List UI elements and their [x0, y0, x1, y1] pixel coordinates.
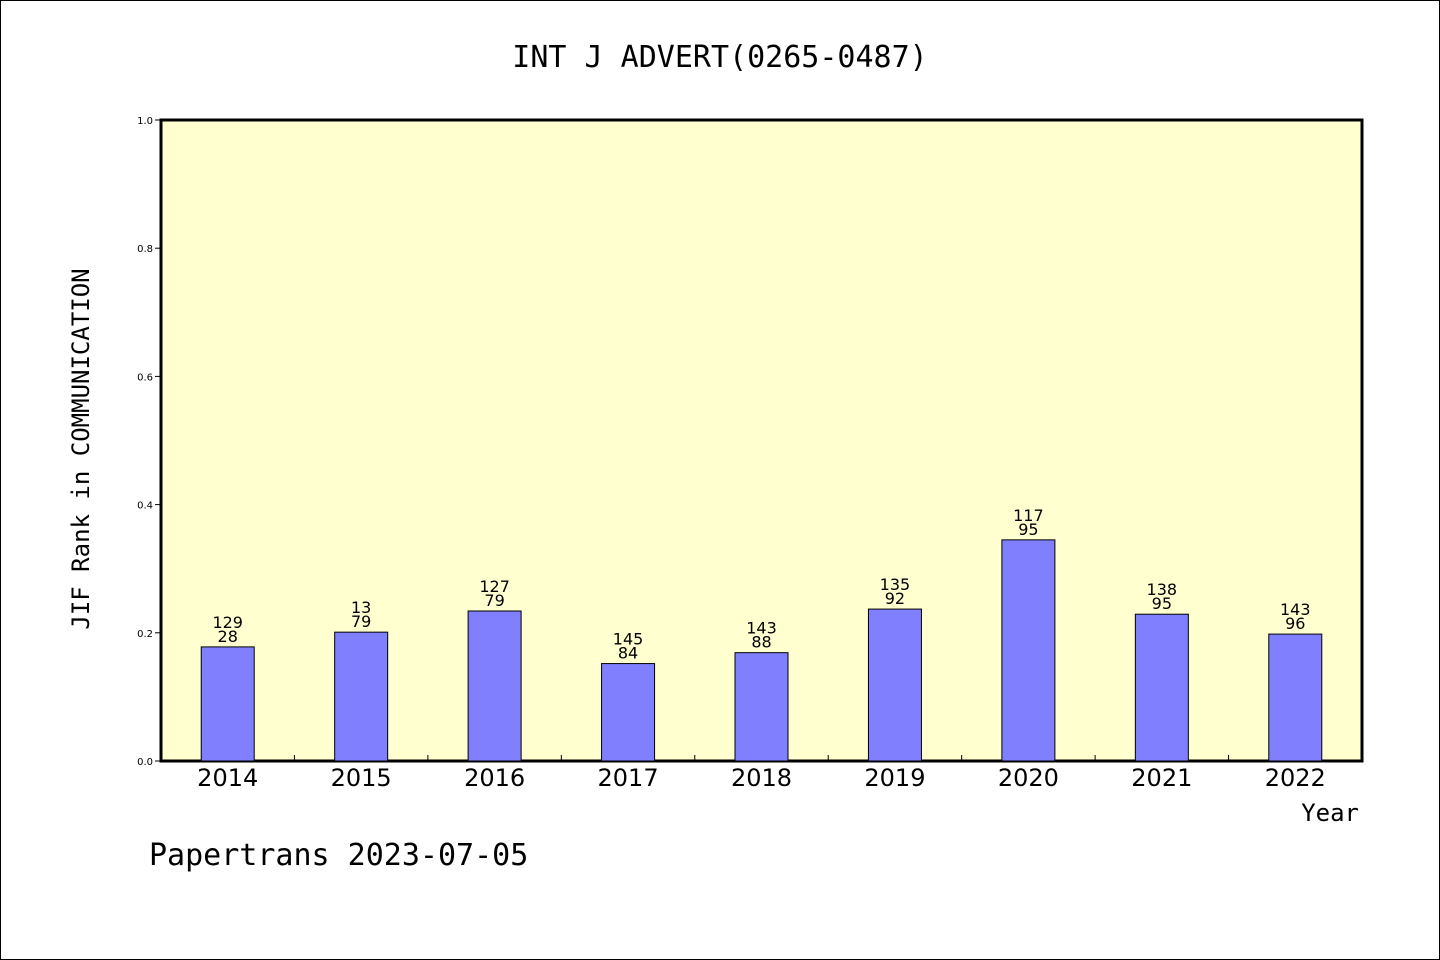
bar-label-bottom: 84 [618, 644, 638, 663]
bar [867, 608, 922, 762]
x-tick-label: 2015 [331, 764, 392, 792]
bar-label-bottom: 95 [1018, 520, 1038, 539]
bar-label-top: 145 [613, 630, 644, 649]
bar-label-bottom: 79 [484, 591, 504, 610]
y-tick-label: 0.2 [137, 629, 153, 640]
bar-label-top: 143 [746, 619, 777, 638]
bar-label-bottom: 79 [351, 612, 371, 631]
bar-label-bottom: 88 [751, 633, 771, 652]
bar [1268, 633, 1323, 762]
bar-label-top: 117 [1013, 506, 1044, 525]
bar [601, 663, 656, 762]
x-tick-label: 2018 [731, 764, 792, 792]
bar-label-top: 135 [880, 575, 911, 594]
bar [1001, 539, 1056, 762]
bar [334, 631, 389, 762]
x-tick-label: 2017 [598, 764, 659, 792]
y-tick-label: 0.8 [137, 244, 153, 255]
bar [734, 652, 789, 762]
bar-label-top: 129 [212, 613, 243, 632]
x-tick-label: 2014 [197, 764, 258, 792]
chart-title: INT J ADVERT(0265-0487) [512, 40, 927, 75]
y-axis: 0.0 0.2 0.4 0.6 0.8 1.0 [137, 116, 161, 768]
x-tick-label: 2020 [998, 764, 1059, 792]
y-tick-label: 1.0 [137, 116, 153, 127]
bar-label-bottom: 28 [218, 627, 238, 646]
bar-label-top: 127 [479, 577, 510, 596]
y-tick-label: 0.0 [137, 757, 153, 768]
bar-label-top: 138 [1147, 580, 1178, 599]
bar [1134, 613, 1189, 762]
x-tick-label: 2019 [864, 764, 925, 792]
bar-label-top: 143 [1280, 600, 1311, 619]
x-tick-label: 2016 [464, 764, 525, 792]
bar-label-bottom: 96 [1285, 614, 1305, 633]
bar [200, 646, 255, 762]
bar-series [200, 539, 1323, 762]
bar-label-bottom: 92 [885, 589, 905, 608]
x-axis: 2014 2015 2016 2017 2018 2019 2020 2021 2022 [197, 755, 1326, 792]
x-tick-label: 2021 [1131, 764, 1192, 792]
x-tick-label: 2022 [1265, 764, 1326, 792]
bar-label-bottom: 95 [1152, 594, 1172, 613]
bar [467, 610, 522, 762]
bar-label-top: 13 [351, 598, 371, 617]
footer-credit: Papertrans 2023-07-05 [149, 838, 528, 873]
y-tick-label: 0.4 [137, 501, 153, 512]
x-axis-label: Year [1301, 799, 1359, 827]
y-axis-label: JIF Rank in COMMUNICATION [67, 268, 95, 629]
y-tick-label: 0.6 [137, 372, 153, 383]
